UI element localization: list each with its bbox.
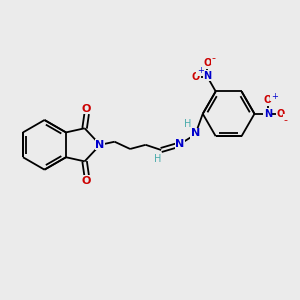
Text: O: O (82, 176, 92, 186)
Text: O: O (264, 95, 272, 105)
Text: O: O (82, 103, 92, 114)
Text: O: O (192, 72, 200, 82)
Text: O: O (203, 58, 211, 68)
Text: O: O (276, 109, 284, 119)
Text: N: N (175, 139, 184, 149)
Text: -: - (212, 53, 216, 63)
Text: H: H (154, 154, 162, 164)
Text: N: N (264, 109, 272, 119)
Text: H: H (184, 119, 192, 129)
Text: N: N (203, 71, 211, 81)
Text: N: N (95, 140, 105, 150)
Text: -: - (284, 115, 287, 125)
Text: +: + (271, 92, 278, 101)
Text: N: N (191, 128, 200, 138)
Text: +: + (197, 66, 204, 75)
